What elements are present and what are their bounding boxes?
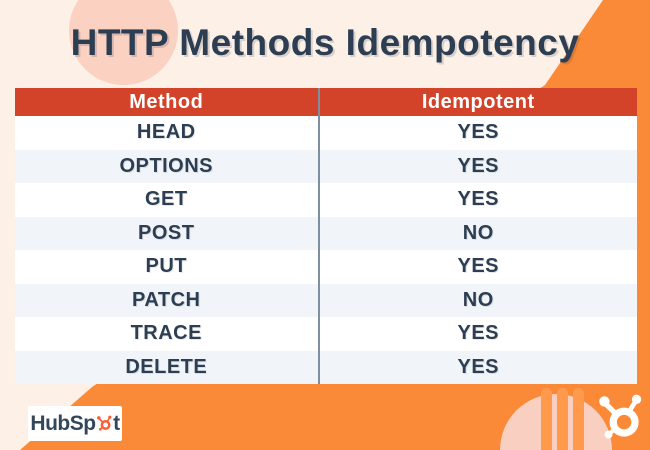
idempotency-table: Method Idempotent HEAD YES OPTIONS YES GET YE… bbox=[15, 88, 637, 384]
method-cell: PATCH bbox=[15, 283, 319, 317]
table-row: PUT YES bbox=[15, 250, 637, 284]
idempotent-cell: YES bbox=[317, 250, 637, 284]
table-row: OPTIONS YES bbox=[15, 149, 637, 183]
method-cell: POST bbox=[15, 216, 319, 250]
semicircle-stripe bbox=[573, 388, 584, 450]
method-cell: TRACE bbox=[15, 317, 319, 351]
idempotent-cell: YES bbox=[317, 149, 637, 183]
logo-text-before: HubSp bbox=[30, 411, 96, 435]
method-cell: PUT bbox=[15, 250, 319, 284]
decorative-circle bbox=[69, 0, 178, 85]
hubspot-sprocket-icon bbox=[96, 413, 113, 431]
method-cell: OPTIONS bbox=[15, 149, 319, 183]
idempotent-cell: NO bbox=[317, 283, 637, 317]
idempotent-cell: YES bbox=[317, 317, 637, 351]
table-row: DELETE YES bbox=[15, 350, 637, 384]
hubspot-logo: HubSp t bbox=[28, 406, 122, 441]
hubspot-sprocket-icon bbox=[596, 390, 646, 446]
table-row: POST NO bbox=[15, 216, 637, 250]
method-column-header: Method bbox=[15, 88, 319, 116]
idempotent-cell: NO bbox=[317, 216, 637, 250]
idempotent-cell: YES bbox=[317, 350, 637, 384]
idempotent-cell: YES bbox=[317, 116, 637, 150]
page-title: HTTP Methods Idempotency bbox=[70, 22, 580, 63]
idempotent-cell: YES bbox=[317, 183, 637, 217]
table-row: HEAD YES bbox=[15, 116, 637, 150]
method-cell: DELETE bbox=[15, 350, 319, 384]
method-cell: HEAD bbox=[15, 116, 319, 150]
method-cell: GET bbox=[15, 183, 319, 217]
hubspot-logo-text: HubSp t bbox=[30, 411, 120, 436]
table-row: GET YES bbox=[15, 183, 637, 217]
table-row: TRACE YES bbox=[15, 317, 637, 351]
logo-text-after: t bbox=[113, 411, 120, 435]
semicircle-stripe bbox=[557, 388, 568, 450]
semicircle-stripe bbox=[541, 388, 552, 450]
table-header-row: Method Idempotent bbox=[15, 88, 637, 116]
idempotent-column-header: Idempotent bbox=[317, 88, 637, 116]
table-row: PATCH NO bbox=[15, 283, 637, 317]
table-body: HEAD YES OPTIONS YES GET YES POST NO PUT YES PATCH… bbox=[15, 116, 637, 384]
